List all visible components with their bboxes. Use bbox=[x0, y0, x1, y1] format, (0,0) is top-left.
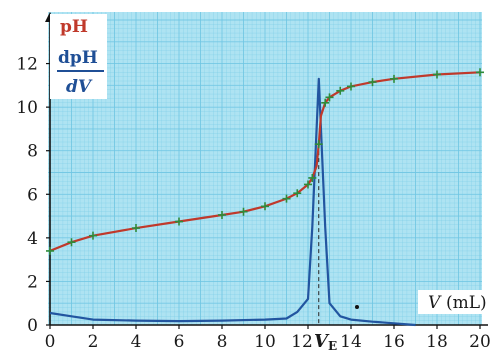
data-point-marker bbox=[325, 93, 334, 102]
x-tick-label: 18 bbox=[426, 332, 448, 352]
data-point-marker bbox=[218, 210, 226, 219]
x-tick-label: 8 bbox=[217, 332, 228, 352]
y-tick-label: 10 bbox=[16, 98, 38, 118]
x-label-symbol: V bbox=[428, 293, 442, 313]
data-point-marker bbox=[336, 86, 345, 95]
x-tick-label: 14 bbox=[340, 332, 362, 352]
x-tick-label: 16 bbox=[383, 332, 405, 352]
data-point-marker bbox=[321, 98, 330, 107]
equivalence-label: V E bbox=[314, 331, 337, 352]
data-point-marker bbox=[175, 217, 183, 226]
data-point-marker bbox=[308, 173, 317, 182]
data-point-marker bbox=[67, 238, 76, 247]
x-tick-label: 6 bbox=[174, 332, 185, 352]
y-legend-box bbox=[50, 14, 107, 99]
data-point-marker bbox=[282, 194, 291, 203]
tick-labels: 0 2 4 6 8 10 14 16 18 20 12 0 2 4 6 8 10 12 bbox=[16, 55, 490, 352]
data-point-marker bbox=[433, 70, 441, 79]
x-tick-label: 10 bbox=[254, 332, 276, 352]
ve-subscript: E bbox=[328, 339, 337, 352]
y-legend: pH dpH dV bbox=[50, 14, 107, 99]
x-tick-label: 20 bbox=[469, 332, 491, 352]
data-point-marker bbox=[304, 180, 312, 189]
x-tick-label: 12 bbox=[291, 332, 313, 352]
data-point-marker bbox=[314, 140, 323, 149]
data-point-marker bbox=[390, 74, 398, 83]
data-point-marker bbox=[293, 189, 302, 198]
data-point-marker bbox=[347, 82, 355, 91]
data-point-marker bbox=[132, 224, 140, 233]
y-tick-label: 8 bbox=[27, 142, 38, 162]
x-tick-label: 4 bbox=[131, 332, 142, 352]
deriv-label-denominator: dV bbox=[66, 77, 93, 97]
data-point-marker bbox=[46, 246, 54, 255]
data-point-marker bbox=[261, 202, 269, 211]
deriv-curve bbox=[49, 77, 416, 327]
x-label-box bbox=[418, 290, 498, 314]
x-tick-label: 2 bbox=[88, 332, 99, 352]
x-tick-label: 0 bbox=[45, 332, 56, 352]
deriv-label-numerator: dpH bbox=[58, 48, 98, 68]
x-label-unit: (mL) bbox=[446, 293, 487, 313]
data-point-marker bbox=[239, 207, 248, 216]
y-tick-label: 6 bbox=[27, 185, 38, 205]
y-tick-label: 4 bbox=[27, 229, 38, 249]
data-point-marker bbox=[89, 231, 97, 240]
x-axis-label: V (mL) bbox=[418, 290, 498, 314]
data-point-marker bbox=[368, 78, 377, 87]
y-tick-label: 0 bbox=[27, 316, 38, 336]
stray-dot bbox=[355, 305, 359, 309]
measurement-markers bbox=[46, 68, 484, 309]
y-tick-label: 2 bbox=[27, 272, 38, 292]
major-grid bbox=[48, 12, 482, 326]
data-point-marker bbox=[476, 68, 484, 77]
ve-symbol: V bbox=[314, 331, 330, 352]
ph-label: pH bbox=[60, 17, 88, 37]
y-tick-label: 12 bbox=[16, 55, 38, 75]
